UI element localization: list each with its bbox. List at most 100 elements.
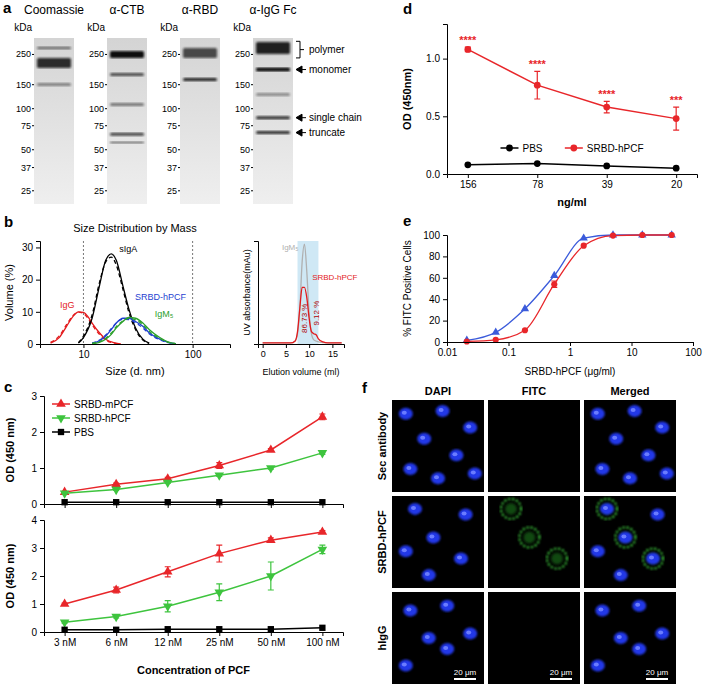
legend-label: SRBD-hPCF [587,143,644,154]
nucleus [655,422,669,434]
fitc-signal [597,499,617,519]
tick-label: 80 [429,251,441,262]
data-point [522,327,528,333]
data-point [113,627,119,633]
ladder-tick [105,149,107,150]
data-point [266,573,276,581]
blot-title: α-IgG Fc [250,3,297,17]
series-line [467,235,672,341]
ladder-label: 75 [240,121,250,131]
blot-band [110,51,144,58]
grid-line [83,241,84,344]
x-tick: 3 nM [54,632,76,648]
data-point [111,584,121,592]
legend-label: SRBD-mPCF [74,399,133,410]
nucleus-spot [621,534,626,538]
tick-label: 0.1 [502,347,516,358]
tick-mark [468,174,469,178]
ladder-label: 150 [16,80,31,90]
plot: 0123SRBD-mPCFSRBD-hPCFPBS [31,391,343,510]
significance-label: *** [670,94,684,106]
y-axis: 0102030 [22,242,41,350]
tick-label: 100 [685,347,702,358]
data-point [638,230,646,237]
fitc-signal [547,549,567,569]
series-line [65,453,323,493]
nucleus [399,545,413,557]
nucleus-spot [457,556,462,560]
nucleus-spot [631,408,636,412]
tick-mark [65,632,66,636]
tick-mark [443,256,447,257]
scale-bar [646,678,668,680]
y-tick: 0 [27,339,40,350]
y-tick: 1 [31,599,44,610]
ladder-tick [251,167,253,168]
tick-mark [607,174,608,178]
fitc-signal [619,531,631,543]
nucleus [660,468,674,480]
tick-label: 20 [671,179,683,190]
tick-mark [116,632,117,636]
x-axis-title: SRBD-hPCF (μg/ml) [525,366,616,377]
ladder-label: 250 [16,49,31,59]
ladder-label: 250 [235,49,250,59]
tick-mark [40,432,44,433]
data-point [581,243,587,249]
chart-panel: 0123SRBD-mPCFSRBD-hPCFPBSOD (450 nm)c [4,378,344,510]
blot-band [110,73,144,76]
nucleus [417,433,431,445]
image-ground [392,496,484,588]
ladder-label: 37 [94,163,104,173]
data-point [266,535,276,543]
tick-mark [40,632,44,633]
image-ground [488,592,580,684]
x-tick: 1 [568,342,574,358]
chart-panel: 051015IgM₅SRBD-hPCF86.73 %9.12 %Elution … [242,241,358,377]
legend-item: PBS [500,143,542,154]
ladder-tick [251,190,253,191]
marks [464,46,679,172]
tick-mark [632,342,633,346]
blot-band [256,42,290,54]
nucleus [399,660,413,672]
significance-label: **** [459,34,477,46]
blot-strip [180,38,220,204]
fitc-signal [647,553,659,565]
tick-label: 10 [305,349,315,359]
series-line [65,532,323,604]
x-axis: 3 nM6 nM12 nM25 nM50 nM100 nM [45,632,344,648]
y-tick: 0.5 [426,111,447,122]
axis-line [40,397,45,505]
micrograph [584,400,676,492]
y-axis: 0.00.51.0 [426,25,447,180]
nucleus [463,627,477,639]
arrow [296,114,306,121]
x-tick: 100 [685,342,702,358]
error-bar [551,281,557,287]
nucleus [591,545,605,557]
ladder-label: 50 [94,145,104,155]
legend-marker [56,415,66,423]
ladder-label: 50 [167,145,177,155]
legend: SRBD-mPCFSRBD-hPCFPBS [52,398,133,437]
tick-label: 100 [185,349,202,360]
error-bar [673,107,679,130]
nucleus-spot [649,556,654,560]
ladder-label: 75 [94,121,104,131]
data-point [551,281,557,287]
ladder-label: 75 [167,121,177,131]
data-point [111,614,121,622]
ladder-label: 150 [235,80,250,90]
data-point [216,626,222,632]
x-axis-title: Concentration of PCF [137,664,250,676]
scale-bar [454,678,476,680]
unit-label: kDa [14,22,32,33]
tick-label: 100 nM [306,637,339,648]
nucleus [618,531,632,543]
series-line [65,501,323,503]
nucleus [454,553,468,565]
nucleus-spot [443,603,448,607]
chart-panel: 101000102030IgGsIgASRBD-hPCFIgM₅Size Dis… [3,213,231,377]
error-bar [534,71,540,99]
